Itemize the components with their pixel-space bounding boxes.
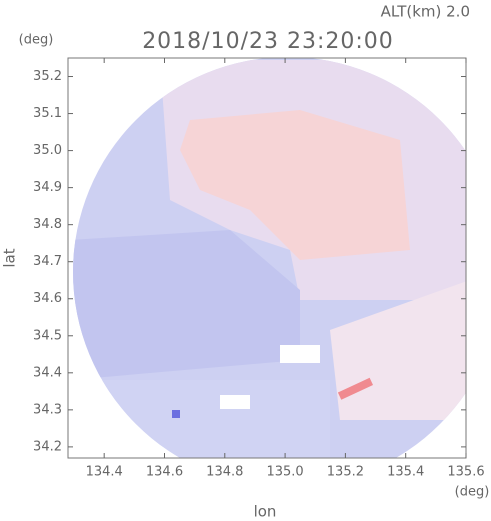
x-tick-label: 134.6: [146, 465, 183, 480]
x-axis-label: lon: [254, 503, 277, 521]
y-tick-label: 34.3: [33, 402, 62, 417]
radar-field: [73, 58, 466, 458]
x-tick-label: 135.4: [387, 465, 424, 480]
plot-frame: [67, 57, 467, 459]
y-axis-label: lat: [1, 248, 19, 267]
y-tick-label: 34.8: [33, 217, 62, 232]
x-unit: (deg): [455, 485, 490, 500]
y-tick-label: 34.9: [33, 180, 62, 195]
y-tick-label: 34.2: [33, 439, 62, 454]
x-tick-label: 135.0: [266, 465, 303, 480]
x-tick-label: 135.2: [327, 465, 364, 480]
x-tick-label: 135.6: [447, 465, 484, 480]
y-tick-label: 34.4: [33, 365, 62, 380]
y-tick-label: 34.6: [33, 291, 62, 306]
y-unit: (deg): [19, 33, 54, 48]
chart-title: 2018/10/23 23:20:00: [142, 29, 394, 54]
y-tick-label: 35.1: [33, 106, 62, 121]
y-tick-label: 34.5: [33, 328, 62, 343]
altitude-label: ALT(km) 2.0: [381, 3, 470, 21]
x-tick-label: 134.8: [206, 465, 243, 480]
y-tick-label: 35.2: [33, 69, 62, 84]
x-tick-label: 134.4: [86, 465, 123, 480]
y-tick-label: 34.7: [33, 254, 62, 269]
y-tick-label: 35.0: [33, 143, 62, 158]
